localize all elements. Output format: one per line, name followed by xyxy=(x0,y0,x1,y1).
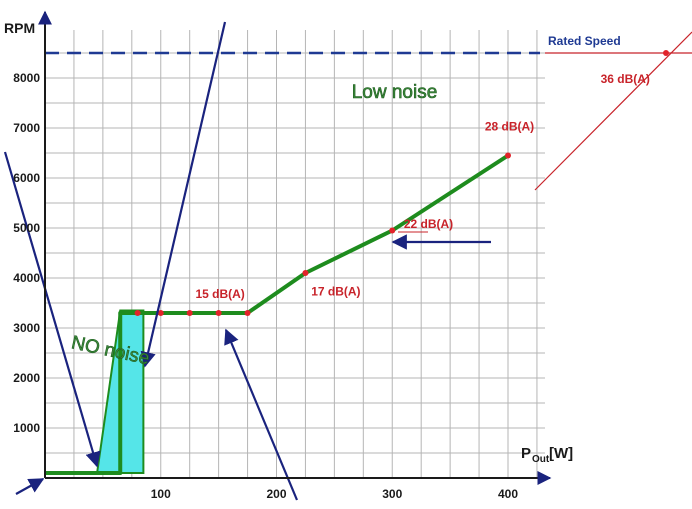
annotation-arrow xyxy=(3,151,101,468)
curve-point xyxy=(389,227,396,234)
y-tick-label: 1000 xyxy=(13,421,40,435)
red-diagonal-line xyxy=(534,31,692,191)
noise-level-label: 36 dB(A) xyxy=(601,72,650,86)
x-tick-label: 100 xyxy=(151,487,171,501)
noise-level-label: 22 dB(A) xyxy=(404,217,453,231)
y-tick-label: 2000 xyxy=(13,371,40,385)
noise-level-label: 17 dB(A) xyxy=(311,285,360,299)
x-tick-label: 200 xyxy=(266,487,286,501)
x-axis-label-subscript: Out xyxy=(532,454,550,465)
x-axis-label: P xyxy=(521,445,531,462)
curve-point xyxy=(134,310,141,316)
y-tick-label: 6000 xyxy=(13,171,40,185)
rated-speed-label: Rated Speed xyxy=(548,34,621,48)
y-tick-label: 7000 xyxy=(13,121,40,135)
x-tick-label: 400 xyxy=(498,487,518,501)
x-axis-label-unit: [W] xyxy=(549,445,573,462)
y-tick-label: 8000 xyxy=(13,71,40,85)
noise-level-label: 28 dB(A) xyxy=(485,120,534,134)
noise-level-label: 15 dB(A) xyxy=(195,287,244,301)
y-tick-label: 4000 xyxy=(13,271,40,285)
curve-point xyxy=(302,270,309,276)
curve-point xyxy=(157,310,164,316)
annotation-arrow xyxy=(15,478,45,495)
y-axis-label: RPM xyxy=(4,20,35,36)
x-tick-label: 300 xyxy=(382,487,402,501)
curve-point xyxy=(215,310,222,316)
y-tick-label: 3000 xyxy=(13,321,40,335)
annotation-arrow xyxy=(140,21,227,368)
curve-point xyxy=(505,152,511,159)
curve-point xyxy=(244,310,251,316)
rated-speed-marker xyxy=(663,50,669,56)
annotation-arrow xyxy=(224,328,299,501)
curve-point xyxy=(186,310,193,316)
low-noise-label: Low noise xyxy=(352,82,438,103)
y-tick-label: 5000 xyxy=(13,221,40,235)
